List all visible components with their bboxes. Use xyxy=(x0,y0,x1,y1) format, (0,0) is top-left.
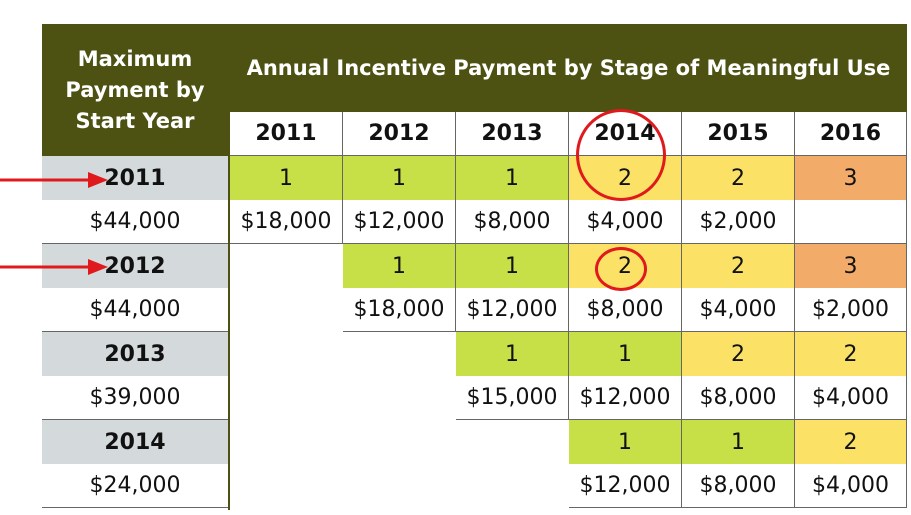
incentive-payment-table: Maximum Payment by Start Year Annual Inc… xyxy=(42,24,907,510)
stage-cell: 3 xyxy=(795,156,907,200)
payment-cell: $4,000 xyxy=(795,464,907,508)
stage-cell: 2 xyxy=(682,244,795,288)
max-payment-value: $39,000 xyxy=(42,376,228,420)
payment-cell: $8,000 xyxy=(456,200,569,244)
stage-cell: 1 xyxy=(682,420,795,464)
highlight-circle-2014-2012 xyxy=(595,247,647,291)
corner-header-line-1: Maximum xyxy=(77,46,193,71)
payment-cell: $4,000 xyxy=(795,376,907,420)
corner-header-line-3: Start Year xyxy=(75,108,195,133)
stage-cell: 1 xyxy=(456,244,569,288)
payment-cell: $2,000 xyxy=(682,200,795,244)
payment-cell: $18,000 xyxy=(343,288,456,332)
highlight-circle-2014-2011 xyxy=(576,109,666,201)
payment-cell: $18,000 xyxy=(230,200,343,244)
payment-cell: $8,000 xyxy=(569,288,682,332)
year-header-2011: 2011 xyxy=(230,112,343,156)
start-year-label: 2014 xyxy=(42,420,228,464)
column-separator xyxy=(228,24,230,510)
stage-cell: 1 xyxy=(343,244,456,288)
payment-cell: $8,000 xyxy=(682,464,795,508)
max-payment-value: $44,000 xyxy=(42,288,228,332)
payment-cell: $12,000 xyxy=(569,464,682,508)
payment-cell: $2,000 xyxy=(795,288,907,332)
stage-cell: 2 xyxy=(795,420,907,464)
stage-cell: 1 xyxy=(456,156,569,200)
payment-cell: $12,000 xyxy=(569,376,682,420)
stage-cell: 1 xyxy=(569,420,682,464)
max-payment-value: $24,000 xyxy=(42,464,228,508)
corner-header: Maximum Payment by Start Year xyxy=(42,24,228,156)
payment-cell: $8,000 xyxy=(682,376,795,420)
corner-header-line-2: Payment by xyxy=(65,77,205,102)
stage-cell: 2 xyxy=(682,332,795,376)
year-header-2013: 2013 xyxy=(456,112,569,156)
payment-cell: $4,000 xyxy=(569,200,682,244)
start-year-label: 2011 xyxy=(42,156,228,200)
year-header-2012: 2012 xyxy=(343,112,456,156)
max-payment-value: $44,000 xyxy=(42,200,228,244)
stage-cell: 2 xyxy=(795,332,907,376)
payment-cell: $12,000 xyxy=(343,200,456,244)
arrow-2011-icon xyxy=(0,172,108,188)
payment-cell xyxy=(795,200,907,244)
payment-cell: $15,000 xyxy=(456,376,569,420)
stage-cell: 1 xyxy=(456,332,569,376)
stage-cell: 1 xyxy=(230,156,343,200)
stage-cell: 1 xyxy=(569,332,682,376)
year-header-2016: 2016 xyxy=(795,112,907,156)
table-title: Annual Incentive Payment by Stage of Mea… xyxy=(230,24,907,112)
payment-cell: $12,000 xyxy=(456,288,569,332)
payment-cell: $4,000 xyxy=(682,288,795,332)
arrow-2012-icon xyxy=(0,259,108,275)
stage-cell: 3 xyxy=(795,244,907,288)
year-header-2015: 2015 xyxy=(682,112,795,156)
stage-cell: 2 xyxy=(682,156,795,200)
stage-cell: 1 xyxy=(343,156,456,200)
start-year-label: 2013 xyxy=(42,332,228,376)
